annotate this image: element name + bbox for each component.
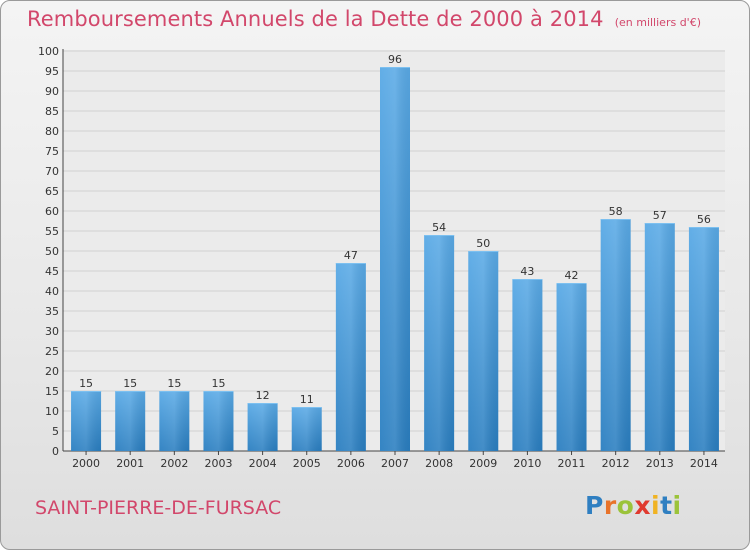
y-tick-label: 25 — [45, 345, 59, 358]
x-tick-label: 2007 — [381, 457, 409, 470]
data-label: 42 — [565, 269, 579, 282]
bar-highlight — [468, 251, 499, 451]
logo-letter: x — [634, 491, 651, 520]
chart-subtitle: (en milliers d'€) — [614, 16, 701, 29]
y-tick-label: 65 — [45, 185, 59, 198]
commune-name: SAINT-PIERRE-DE-FURSAC — [35, 497, 282, 519]
proxiti-logo: Proxiti — [585, 491, 682, 520]
data-label: 12 — [256, 389, 270, 402]
data-label: 56 — [697, 213, 711, 226]
y-tick-label: 75 — [45, 145, 59, 158]
x-tick-label: 2006 — [337, 457, 365, 470]
chart-title-row: Remboursements Annuels de la Dette de 20… — [27, 7, 701, 31]
x-tick-label: 2008 — [425, 457, 453, 470]
axes: 0 5 10 15 20 25 30 35 40 45 50 55 60 65 70 75 80 85 90 95 10… — [38, 45, 725, 470]
data-label: 11 — [300, 393, 314, 406]
bar-highlight — [600, 219, 631, 451]
data-label: 15 — [79, 377, 93, 390]
x-tick-label: 2004 — [249, 457, 277, 470]
chart-title: Remboursements Annuels de la Dette de 20… — [27, 7, 604, 31]
y-tick-label: 55 — [45, 225, 59, 238]
x-tick-label: 2000 — [72, 457, 100, 470]
y-tick-label: 35 — [45, 305, 59, 318]
y-tick-label: 70 — [45, 165, 59, 178]
x-tick-label: 2002 — [160, 457, 188, 470]
data-label: 96 — [388, 53, 402, 66]
y-tick-label: 45 — [45, 265, 59, 278]
y-tick-label: 85 — [45, 105, 59, 118]
logo-letter: i — [672, 491, 682, 520]
bar-highlight — [247, 403, 278, 451]
x-tick-label: 2005 — [293, 457, 321, 470]
x-tick-label: 2011 — [558, 457, 586, 470]
x-tick-label: 2010 — [513, 457, 541, 470]
data-label: 47 — [344, 249, 358, 262]
y-tick-label: 40 — [45, 285, 59, 298]
x-tick-label: 2001 — [116, 457, 144, 470]
y-tick-label: 20 — [45, 365, 59, 378]
data-label: 57 — [653, 209, 667, 222]
y-tick-label: 0 — [52, 445, 59, 458]
bar-highlight — [291, 407, 322, 451]
y-tick-label: 100 — [38, 45, 59, 58]
logo-letter: r — [603, 491, 617, 520]
y-tick-label: 95 — [45, 65, 59, 78]
bar-highlight — [335, 263, 366, 451]
bar-highlight — [115, 391, 146, 451]
y-tick-label: 90 — [45, 85, 59, 98]
x-tick-label: 2013 — [646, 457, 674, 470]
x-tick-label: 2003 — [204, 457, 232, 470]
x-tick-label: 2012 — [602, 457, 630, 470]
logo-letter: P — [585, 491, 604, 520]
x-tick-label: 2009 — [469, 457, 497, 470]
data-label: 50 — [476, 237, 490, 250]
bar-highlight — [644, 223, 675, 451]
bar-highlight — [159, 391, 190, 451]
data-label: 15 — [123, 377, 137, 390]
y-tick-label: 50 — [45, 245, 59, 258]
data-label: 58 — [609, 205, 623, 218]
data-label: 54 — [432, 221, 446, 234]
bar-highlight — [380, 67, 410, 451]
bar-highlight — [424, 235, 455, 451]
y-tick-label: 10 — [45, 405, 59, 418]
data-label: 15 — [167, 377, 181, 390]
logo-letter: i — [651, 491, 661, 520]
y-tick-label: 60 — [45, 205, 59, 218]
logo-letter: o — [616, 491, 635, 520]
bar-highlight — [556, 283, 587, 451]
x-tick-label: 2014 — [690, 457, 718, 470]
data-labels: 15 15 15 15 12 11 47 96 54 50 43 42 58 57 56 — [79, 53, 711, 406]
y-tick-label: 80 — [45, 125, 59, 138]
bars — [71, 67, 719, 451]
y-tick-label: 5 — [52, 425, 59, 438]
data-label: 15 — [211, 377, 225, 390]
bar-highlight — [688, 227, 719, 451]
y-tick-label: 30 — [45, 325, 59, 338]
bar-highlight — [512, 279, 543, 451]
bar-highlight — [71, 391, 102, 451]
bar-highlight — [203, 391, 234, 451]
y-tick-label: 15 — [45, 385, 59, 398]
logo-letter: t — [660, 491, 673, 520]
data-label: 43 — [520, 265, 534, 278]
